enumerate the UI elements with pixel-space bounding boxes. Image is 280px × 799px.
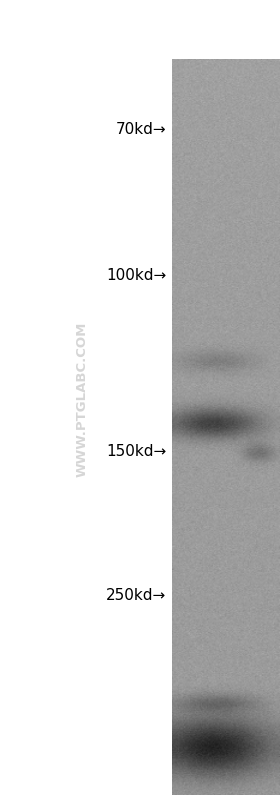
Text: 250kd→: 250kd→ [106, 588, 167, 602]
Text: 150kd→: 150kd→ [106, 444, 167, 459]
Text: 70kd→: 70kd→ [116, 122, 167, 137]
Text: WWW.PTGLABC.COM: WWW.PTGLABC.COM [76, 322, 89, 477]
Text: 100kd→: 100kd→ [106, 268, 167, 283]
